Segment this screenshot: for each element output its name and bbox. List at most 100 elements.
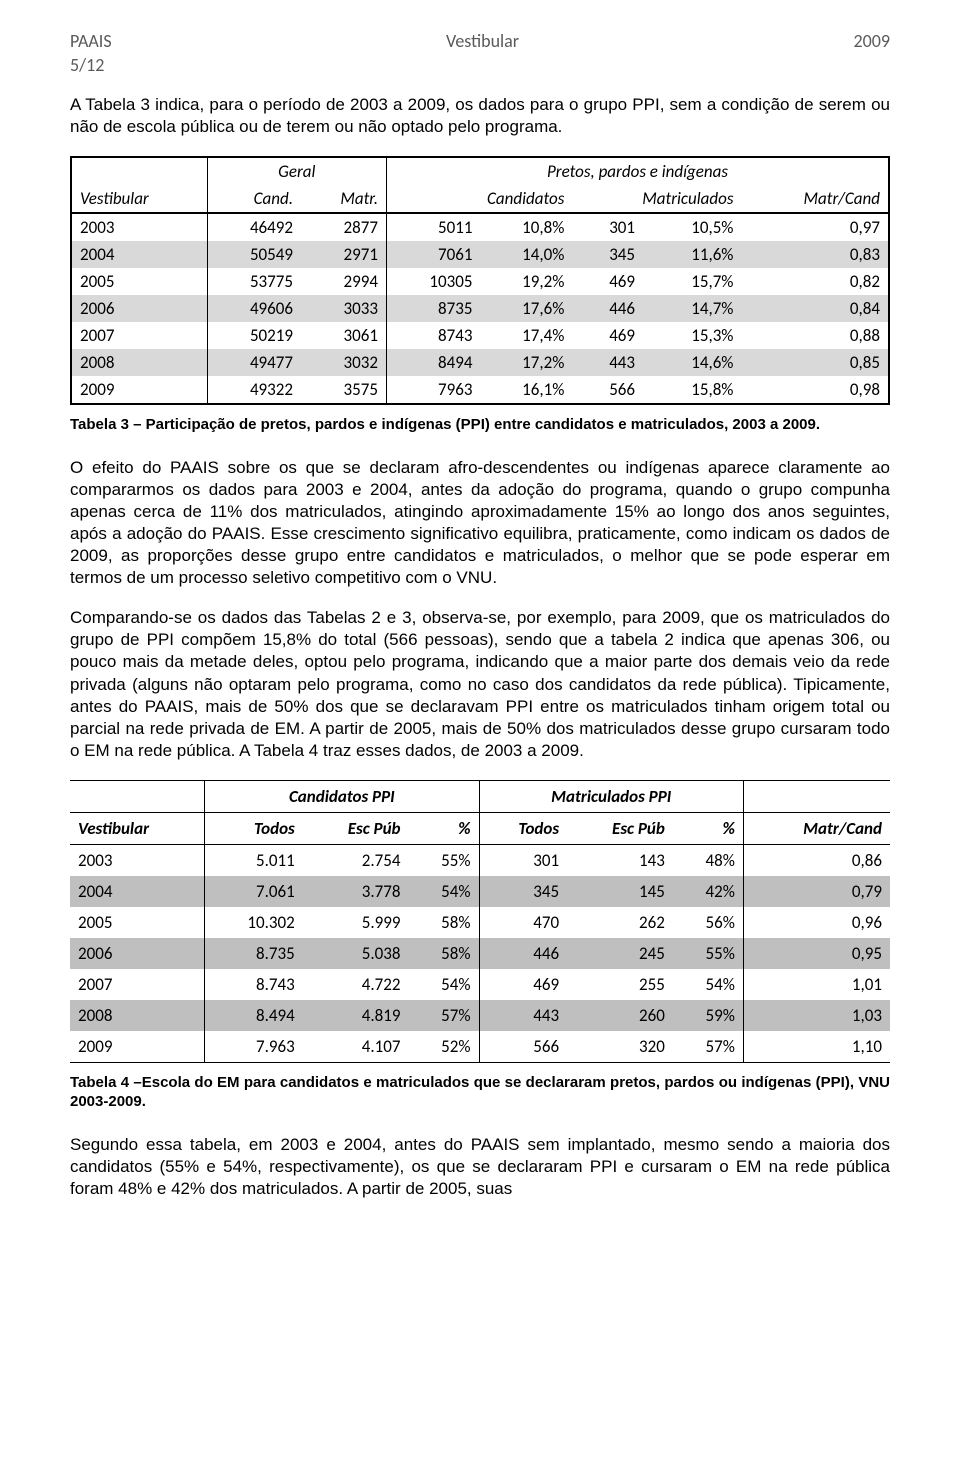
table-row: 2008494773032849417,2%44314,6%0,85: [71, 349, 889, 376]
table-cell: 42%: [673, 876, 744, 907]
table-cell: 2005: [71, 268, 207, 295]
table-cell: 17,2%: [481, 349, 573, 376]
page-number: 5/12: [70, 54, 890, 76]
table-cell: 245: [567, 938, 673, 969]
table-cell: 446: [479, 938, 567, 969]
table-cell: 53775: [207, 268, 301, 295]
t3-body: 2003464922877501110,8%30110,5%0,97200450…: [71, 213, 889, 404]
table-cell: 10.302: [205, 907, 303, 938]
table-cell: 260: [567, 1000, 673, 1031]
table-cell: 54%: [409, 876, 480, 907]
table-cell: 58%: [409, 907, 480, 938]
table-cell: 5.999: [303, 907, 409, 938]
table-cell: 8.735: [205, 938, 303, 969]
table-cell: 2004: [70, 876, 205, 907]
page-header: PAAIS Vestibular 2009: [70, 30, 890, 52]
table-cell: 470: [479, 907, 567, 938]
caption-table-4: Tabela 4 –Escola do EM para candidatos e…: [70, 1073, 890, 1112]
table-cell: 2003: [71, 213, 207, 241]
header-left: PAAIS: [70, 30, 112, 52]
t4-col-0: Vestibular: [70, 812, 205, 844]
table-cell: 2971: [301, 241, 386, 268]
table-row: 2004505492971706114,0%34511,6%0,83: [71, 241, 889, 268]
t4-col-2: Esc Púb: [303, 812, 409, 844]
table-cell: 11,6%: [643, 241, 741, 268]
table-row: 2007502193061874317,4%46915,3%0,88: [71, 322, 889, 349]
t3-col-1: Cand.: [207, 185, 301, 213]
caption-table-3: Tabela 3 – Participação de pretos, pardo…: [70, 415, 890, 435]
table-cell: 15,8%: [643, 376, 741, 404]
table-cell: 57%: [409, 1000, 480, 1031]
table-cell: 446: [572, 295, 643, 322]
t3-col-5: Matr/Cand: [741, 185, 889, 213]
table-4: Candidatos PPI Matriculados PPI Vestibul…: [70, 780, 890, 1063]
table-cell: 443: [479, 1000, 567, 1031]
paragraph-3: Comparando-se os dados das Tabelas 2 e 3…: [70, 607, 890, 762]
table-cell: 0,96: [743, 907, 890, 938]
table-row: 20047.0613.77854%34514542%0,79: [70, 876, 890, 907]
t4-gh-last: [743, 780, 890, 812]
table-cell: 59%: [673, 1000, 744, 1031]
table-cell: 566: [479, 1031, 567, 1063]
table-cell: 0,79: [743, 876, 890, 907]
table-cell: 2006: [70, 938, 205, 969]
table-cell: 143: [567, 844, 673, 876]
table-cell: 57%: [673, 1031, 744, 1063]
table-cell: 2003: [70, 844, 205, 876]
table-cell: 0,85: [741, 349, 889, 376]
table-row: 20088.4944.81957%44326059%1,03: [70, 1000, 890, 1031]
table-cell: 1,01: [743, 969, 890, 1000]
table-row: 20068.7355.03858%44624555%0,95: [70, 938, 890, 969]
table-cell: 8.743: [205, 969, 303, 1000]
table-row: 20035.0112.75455%30114348%0,86: [70, 844, 890, 876]
table-cell: 5.011: [205, 844, 303, 876]
table-cell: 262: [567, 907, 673, 938]
header-right: 2009: [853, 30, 890, 52]
table-cell: 3032: [301, 349, 386, 376]
table-cell: 469: [479, 969, 567, 1000]
table-cell: 7061: [387, 241, 481, 268]
table-cell: 2008: [71, 349, 207, 376]
t4-gh-matr: Matriculados PPI: [479, 780, 743, 812]
table-cell: 301: [572, 213, 643, 241]
paragraph-4: Segundo essa tabela, em 2003 e 2004, ant…: [70, 1134, 890, 1200]
t3-col-0: Vestibular: [71, 185, 207, 213]
t3-gh-geral: Geral: [207, 157, 386, 185]
table-cell: 1,03: [743, 1000, 890, 1031]
table-cell: 50219: [207, 322, 301, 349]
table-cell: 58%: [409, 938, 480, 969]
table-3: Geral Pretos, pardos e indígenas Vestibu…: [70, 156, 890, 405]
table-cell: 2008: [70, 1000, 205, 1031]
table-cell: 7963: [387, 376, 481, 404]
table-cell: 10305: [387, 268, 481, 295]
table-cell: 3061: [301, 322, 386, 349]
table-row: 200510.3025.99958%47026256%0,96: [70, 907, 890, 938]
table-cell: 2007: [71, 322, 207, 349]
table-row: 20078.7434.72254%46925554%1,01: [70, 969, 890, 1000]
table-cell: 10,8%: [481, 213, 573, 241]
table-cell: 301: [479, 844, 567, 876]
table-cell: 3.778: [303, 876, 409, 907]
paragraph-1: A Tabela 3 indica, para o período de 200…: [70, 94, 890, 138]
table-cell: 17,6%: [481, 295, 573, 322]
t4-gh-blank: [70, 780, 205, 812]
table-cell: 2005: [70, 907, 205, 938]
table-row: 2009493223575796316,1%56615,8%0,98: [71, 376, 889, 404]
table-cell: 54%: [673, 969, 744, 1000]
table-cell: 0,82: [741, 268, 889, 295]
t3-gh-blank: [71, 157, 207, 185]
table-row: 20055377529941030519,2%46915,7%0,82: [71, 268, 889, 295]
table-cell: 48%: [673, 844, 744, 876]
table-row: 2003464922877501110,8%30110,5%0,97: [71, 213, 889, 241]
table-cell: 15,3%: [643, 322, 741, 349]
table-cell: 55%: [673, 938, 744, 969]
table-cell: 469: [572, 322, 643, 349]
table-cell: 46492: [207, 213, 301, 241]
table-cell: 0,86: [743, 844, 890, 876]
table-cell: 3575: [301, 376, 386, 404]
table-cell: 8743: [387, 322, 481, 349]
table-cell: 2007: [70, 969, 205, 1000]
table-cell: 19,2%: [481, 268, 573, 295]
table-cell: 0,83: [741, 241, 889, 268]
t4-col-3: %: [409, 812, 480, 844]
